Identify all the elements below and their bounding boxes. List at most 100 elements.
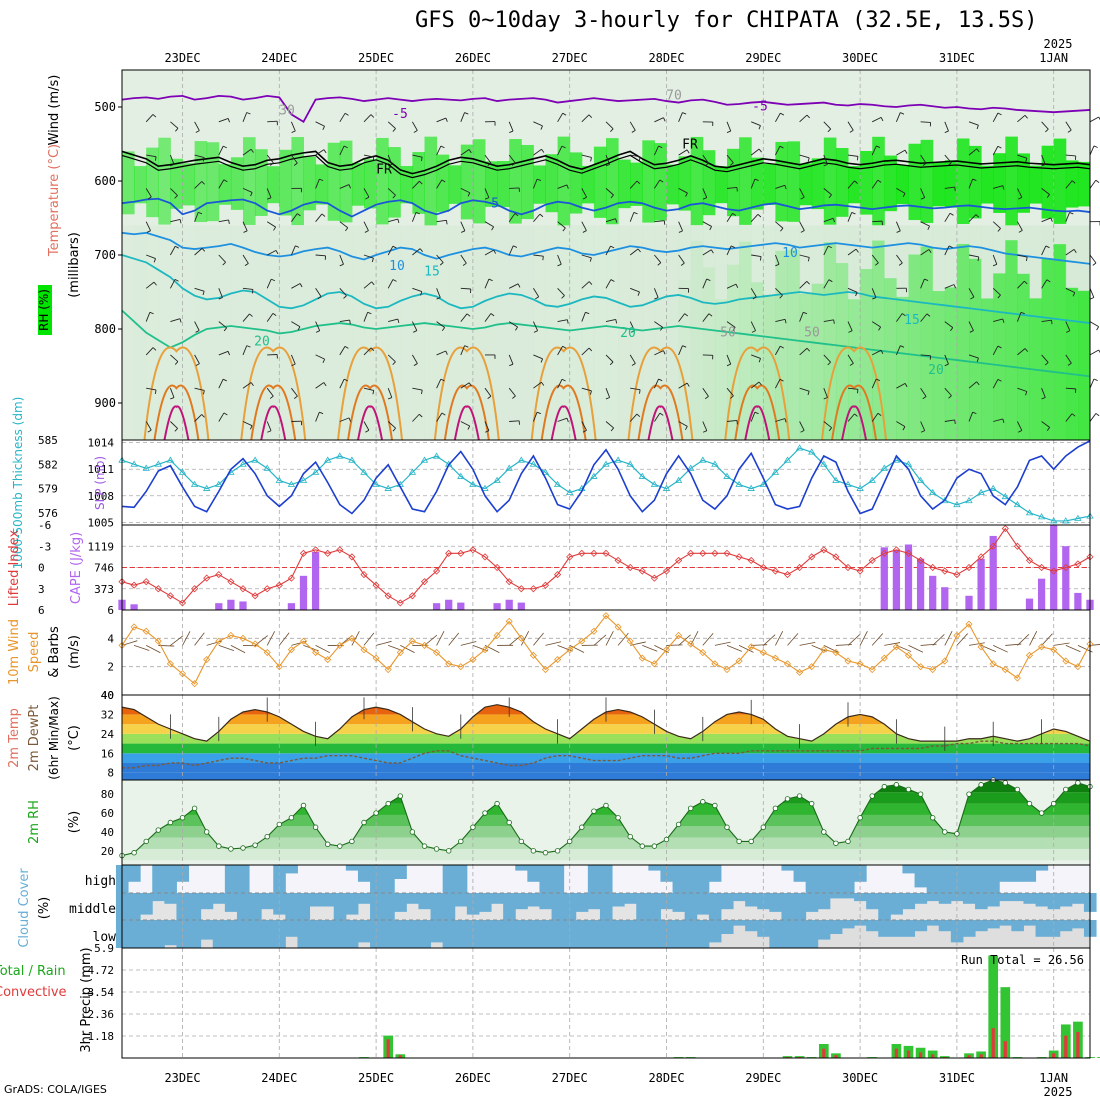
wind-barb xyxy=(944,186,955,189)
pressure-tick: 600 xyxy=(94,174,116,188)
contour-label: 20 xyxy=(254,334,270,349)
wind-barb xyxy=(363,188,370,198)
lifted-tick: -3 xyxy=(38,540,51,553)
thickness-point xyxy=(807,448,816,455)
cloud-cell xyxy=(938,865,952,893)
wind-barb xyxy=(339,319,350,323)
wind-barb-flag xyxy=(944,363,949,367)
precip-tick: 3.54 xyxy=(88,986,115,999)
rh-band xyxy=(400,225,413,440)
wind-barb-flag xyxy=(291,130,296,133)
wind-barb-flag xyxy=(1095,179,1100,183)
isotherm-35 xyxy=(841,405,868,441)
rh-band xyxy=(158,137,171,225)
cape-bar xyxy=(493,603,501,610)
wind-tick: 4 xyxy=(107,632,114,645)
wind-barb-flag xyxy=(218,297,223,300)
lifted-point xyxy=(917,556,925,564)
rh-band xyxy=(279,149,292,216)
cloud-cell xyxy=(987,920,1000,929)
cloud-cell xyxy=(793,865,807,882)
wind-barb xyxy=(266,313,274,322)
wind-barb xyxy=(630,287,640,293)
wind-barb-flag xyxy=(615,319,618,324)
temp-tick: 32 xyxy=(101,708,114,721)
wind-barb xyxy=(266,221,276,228)
cloud-cell xyxy=(926,865,940,893)
wind-barb-flag xyxy=(223,327,227,332)
precip-conv-bar xyxy=(834,1055,838,1058)
lifted-point xyxy=(529,585,537,593)
wind-barb xyxy=(726,321,736,328)
wind-barb xyxy=(1065,354,1072,364)
wind-barb xyxy=(775,287,783,296)
date-label-bottom: 27DEC xyxy=(552,1071,588,1085)
wind-barb xyxy=(218,145,224,156)
isotherm-30 xyxy=(637,384,684,441)
wind-barb xyxy=(411,321,418,331)
wind-barb xyxy=(1089,378,1095,389)
wind-barb xyxy=(630,154,641,158)
cloud-cell xyxy=(551,893,565,920)
rh-band xyxy=(388,225,401,440)
wind-barb-flag xyxy=(997,145,1002,149)
wind-barb-flag xyxy=(1025,391,1028,396)
rh-band xyxy=(327,142,341,221)
rh-band xyxy=(509,139,522,224)
wind-barb xyxy=(533,354,543,360)
rh2m-point xyxy=(905,786,912,793)
contour-label: 15 xyxy=(424,265,440,280)
wind-point xyxy=(541,665,550,674)
rh-band xyxy=(388,147,401,218)
cloud-cell xyxy=(975,920,988,932)
wind-barb xyxy=(799,254,810,258)
cloud-cell xyxy=(672,920,686,948)
thickness-point xyxy=(614,456,622,463)
wind-barb-flag xyxy=(1046,194,1050,198)
cloud-cell xyxy=(140,893,153,915)
wind-barb-flag xyxy=(582,429,587,433)
wind-barb xyxy=(944,154,952,163)
wind-barb-flag xyxy=(876,378,881,382)
rh-band xyxy=(521,144,534,220)
thickness-point xyxy=(154,460,163,467)
wind-barb xyxy=(508,245,514,256)
wind-barb-flag xyxy=(800,230,805,233)
wind-barb-flag xyxy=(588,114,593,119)
lifted-point xyxy=(275,581,283,589)
thickness-tick: 585 xyxy=(38,434,58,447)
cloud-cell xyxy=(805,920,819,948)
wind-barb-flag xyxy=(372,156,375,162)
wind-barb xyxy=(460,221,466,232)
wind-barb xyxy=(339,378,345,389)
wind-barb-10m xyxy=(533,632,544,646)
wind-barb xyxy=(460,149,470,156)
cloud-cell xyxy=(708,865,722,882)
lifted-point xyxy=(1013,542,1021,550)
cloud-cell xyxy=(527,920,540,948)
rh-band xyxy=(702,225,716,440)
wind-barb xyxy=(823,279,830,289)
cloud-level-middle: middle xyxy=(69,902,116,917)
wind-point xyxy=(493,631,501,640)
wind-point xyxy=(433,648,441,657)
rh-axis-label: RH (%) xyxy=(37,289,51,331)
rh-band xyxy=(775,250,788,440)
rh-band xyxy=(122,225,135,440)
wind-axis-label-3: & Barbs xyxy=(47,626,62,678)
rh-band xyxy=(1065,160,1079,208)
wind-barb-flag xyxy=(201,414,205,418)
wind-barb-flag xyxy=(610,279,615,282)
wind-barb-flag xyxy=(904,383,908,388)
lifted-point xyxy=(844,563,852,572)
rh-band xyxy=(339,225,353,440)
wind-barb xyxy=(412,154,423,158)
wind-barb-flag xyxy=(975,214,980,218)
cloud-cell xyxy=(430,920,444,943)
thickness-point xyxy=(336,452,344,459)
lifted-point xyxy=(396,599,404,607)
wind-barb-flag xyxy=(922,396,927,400)
wind-point xyxy=(505,617,513,625)
date-label-top: 28DEC xyxy=(648,51,684,65)
wind-barb xyxy=(799,188,805,198)
